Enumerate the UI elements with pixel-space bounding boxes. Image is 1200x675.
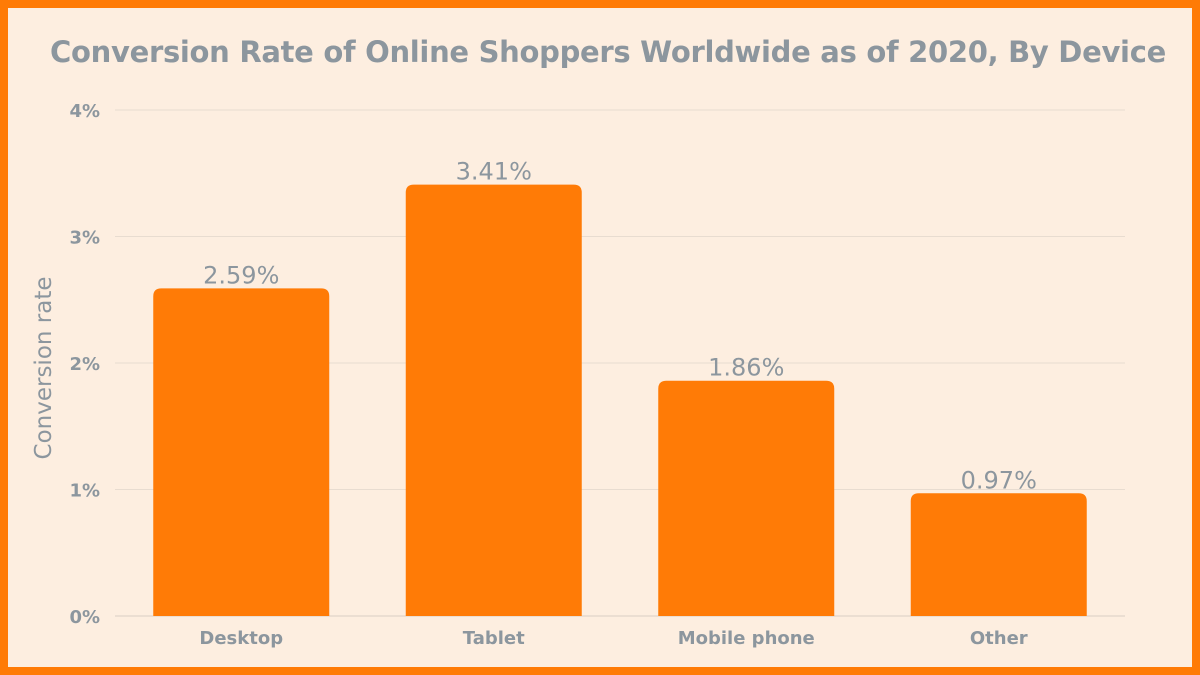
x-axis-labels: Desktop Tablet Mobile phone Other (199, 628, 1027, 649)
x-tick-label: Other (970, 628, 1028, 649)
bar-desktop (153, 288, 330, 616)
x-tick-label: Tablet (463, 628, 525, 649)
y-axis-label: Conversion rate (31, 277, 57, 460)
data-label: 0.97% (961, 466, 1037, 494)
bar-other (910, 493, 1087, 616)
x-tick-label: Desktop (199, 628, 283, 649)
x-tick-label: Mobile phone (678, 628, 815, 649)
bar-mobile-phone (658, 380, 835, 616)
y-tick-label: 2% (69, 354, 100, 375)
y-axis-ticks: 0% 1% 2% 3% 4% (69, 101, 100, 628)
bars (153, 184, 1087, 616)
y-tick-label: 1% (69, 481, 100, 502)
y-tick-label: 3% (69, 228, 100, 249)
bar-tablet (405, 184, 582, 616)
y-tick-label: 4% (69, 101, 100, 122)
data-labels: 2.59% 3.41% 1.86% 0.97% (203, 158, 1037, 495)
chart-title: Conversion Rate of Online Shoppers World… (50, 35, 1166, 69)
data-label: 2.59% (203, 261, 279, 289)
data-label: 1.86% (708, 354, 784, 382)
data-label: 3.41% (456, 158, 532, 186)
y-tick-label: 0% (69, 607, 100, 628)
